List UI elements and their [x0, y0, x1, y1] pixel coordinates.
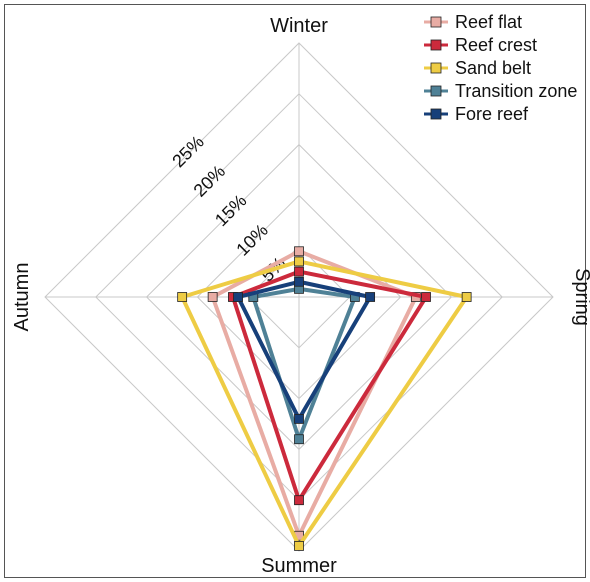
series-line-transition-zone: [251, 286, 357, 442]
data-point-fore-reef-winter: [294, 276, 304, 287]
axis-label-winter: Winter: [270, 15, 328, 37]
legend-item-transition-zone: Transition zone: [424, 81, 577, 101]
legend-label: Transition zone: [455, 81, 577, 101]
legend-swatch-marker: [430, 62, 442, 74]
data-point-sand-belt-autumn: [177, 292, 188, 302]
data-point-sand-belt-winter: [294, 256, 304, 267]
legend-label: Reef flat: [455, 12, 522, 32]
data-point-reef-crest-summer: [294, 495, 304, 506]
data-point-reef-flat-autumn: [207, 292, 218, 302]
legend-item-sand-belt: Sand belt: [424, 58, 531, 78]
series-layer: [177, 246, 472, 551]
series-sand-belt: [177, 256, 472, 551]
legend-swatch-marker: [430, 16, 442, 28]
ring-label: 20%: [190, 161, 230, 201]
ring-label: 25%: [168, 132, 208, 172]
legend-label: Sand belt: [455, 58, 531, 78]
data-point-reef-crest-winter: [294, 266, 304, 277]
series-line-sand-belt: [180, 259, 469, 548]
data-point-transition-zone-summer: [294, 434, 304, 445]
data-point-fore-reef-autumn: [233, 292, 243, 302]
ring-label: 15%: [211, 191, 251, 231]
legend-swatch-marker: [430, 39, 442, 51]
series-transition-zone: [248, 283, 360, 445]
data-point-sand-belt-spring: [461, 292, 472, 302]
legend-swatch-marker: [430, 108, 442, 120]
series-reef-crest: [228, 266, 431, 506]
legend-item-reef-crest: Reef crest: [424, 35, 537, 55]
data-point-sand-belt-summer: [294, 541, 304, 551]
chart-frame: [4, 4, 586, 578]
legend-label: Reef crest: [455, 35, 537, 55]
legend-swatch-marker: [430, 85, 442, 97]
ring-label: 10%: [232, 220, 272, 260]
data-point-fore-reef-spring: [365, 292, 376, 302]
axis-label-autumn: Autumn: [11, 263, 33, 332]
series-fore-reef: [233, 276, 376, 424]
legend: Reef flat Reef crest Sand belt Transition z…: [424, 12, 577, 124]
axis-label-summer: Summer: [261, 555, 337, 577]
legend-item-fore-reef: Fore reef: [424, 104, 529, 124]
data-point-reef-flat-winter: [294, 246, 304, 257]
legend-label: Fore reef: [455, 104, 529, 124]
data-point-fore-reef-summer: [294, 414, 304, 424]
legend-item-reef-flat: Reef flat: [424, 12, 522, 32]
radar-grid: [44, 42, 554, 552]
ring-labels: 5%10%15%20%25%: [168, 132, 289, 286]
axis-label-spring: Spring: [571, 268, 590, 326]
axis-labels: Winter Spring Summer Autumn: [11, 15, 590, 577]
data-point-reef-crest-spring: [421, 292, 431, 302]
